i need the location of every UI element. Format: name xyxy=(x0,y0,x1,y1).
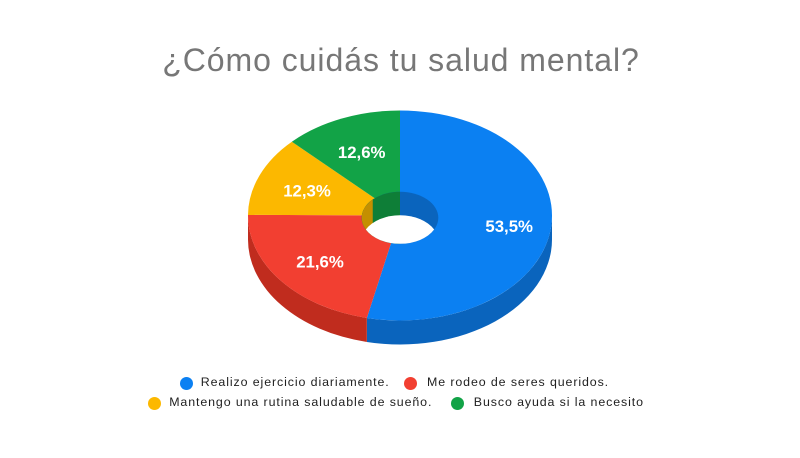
svg-text:12,3%: 12,3% xyxy=(283,182,331,201)
svg-text:21,6%: 21,6% xyxy=(296,253,344,272)
svg-text:53,5%: 53,5% xyxy=(485,217,533,236)
svg-text:12,6%: 12,6% xyxy=(338,143,386,162)
